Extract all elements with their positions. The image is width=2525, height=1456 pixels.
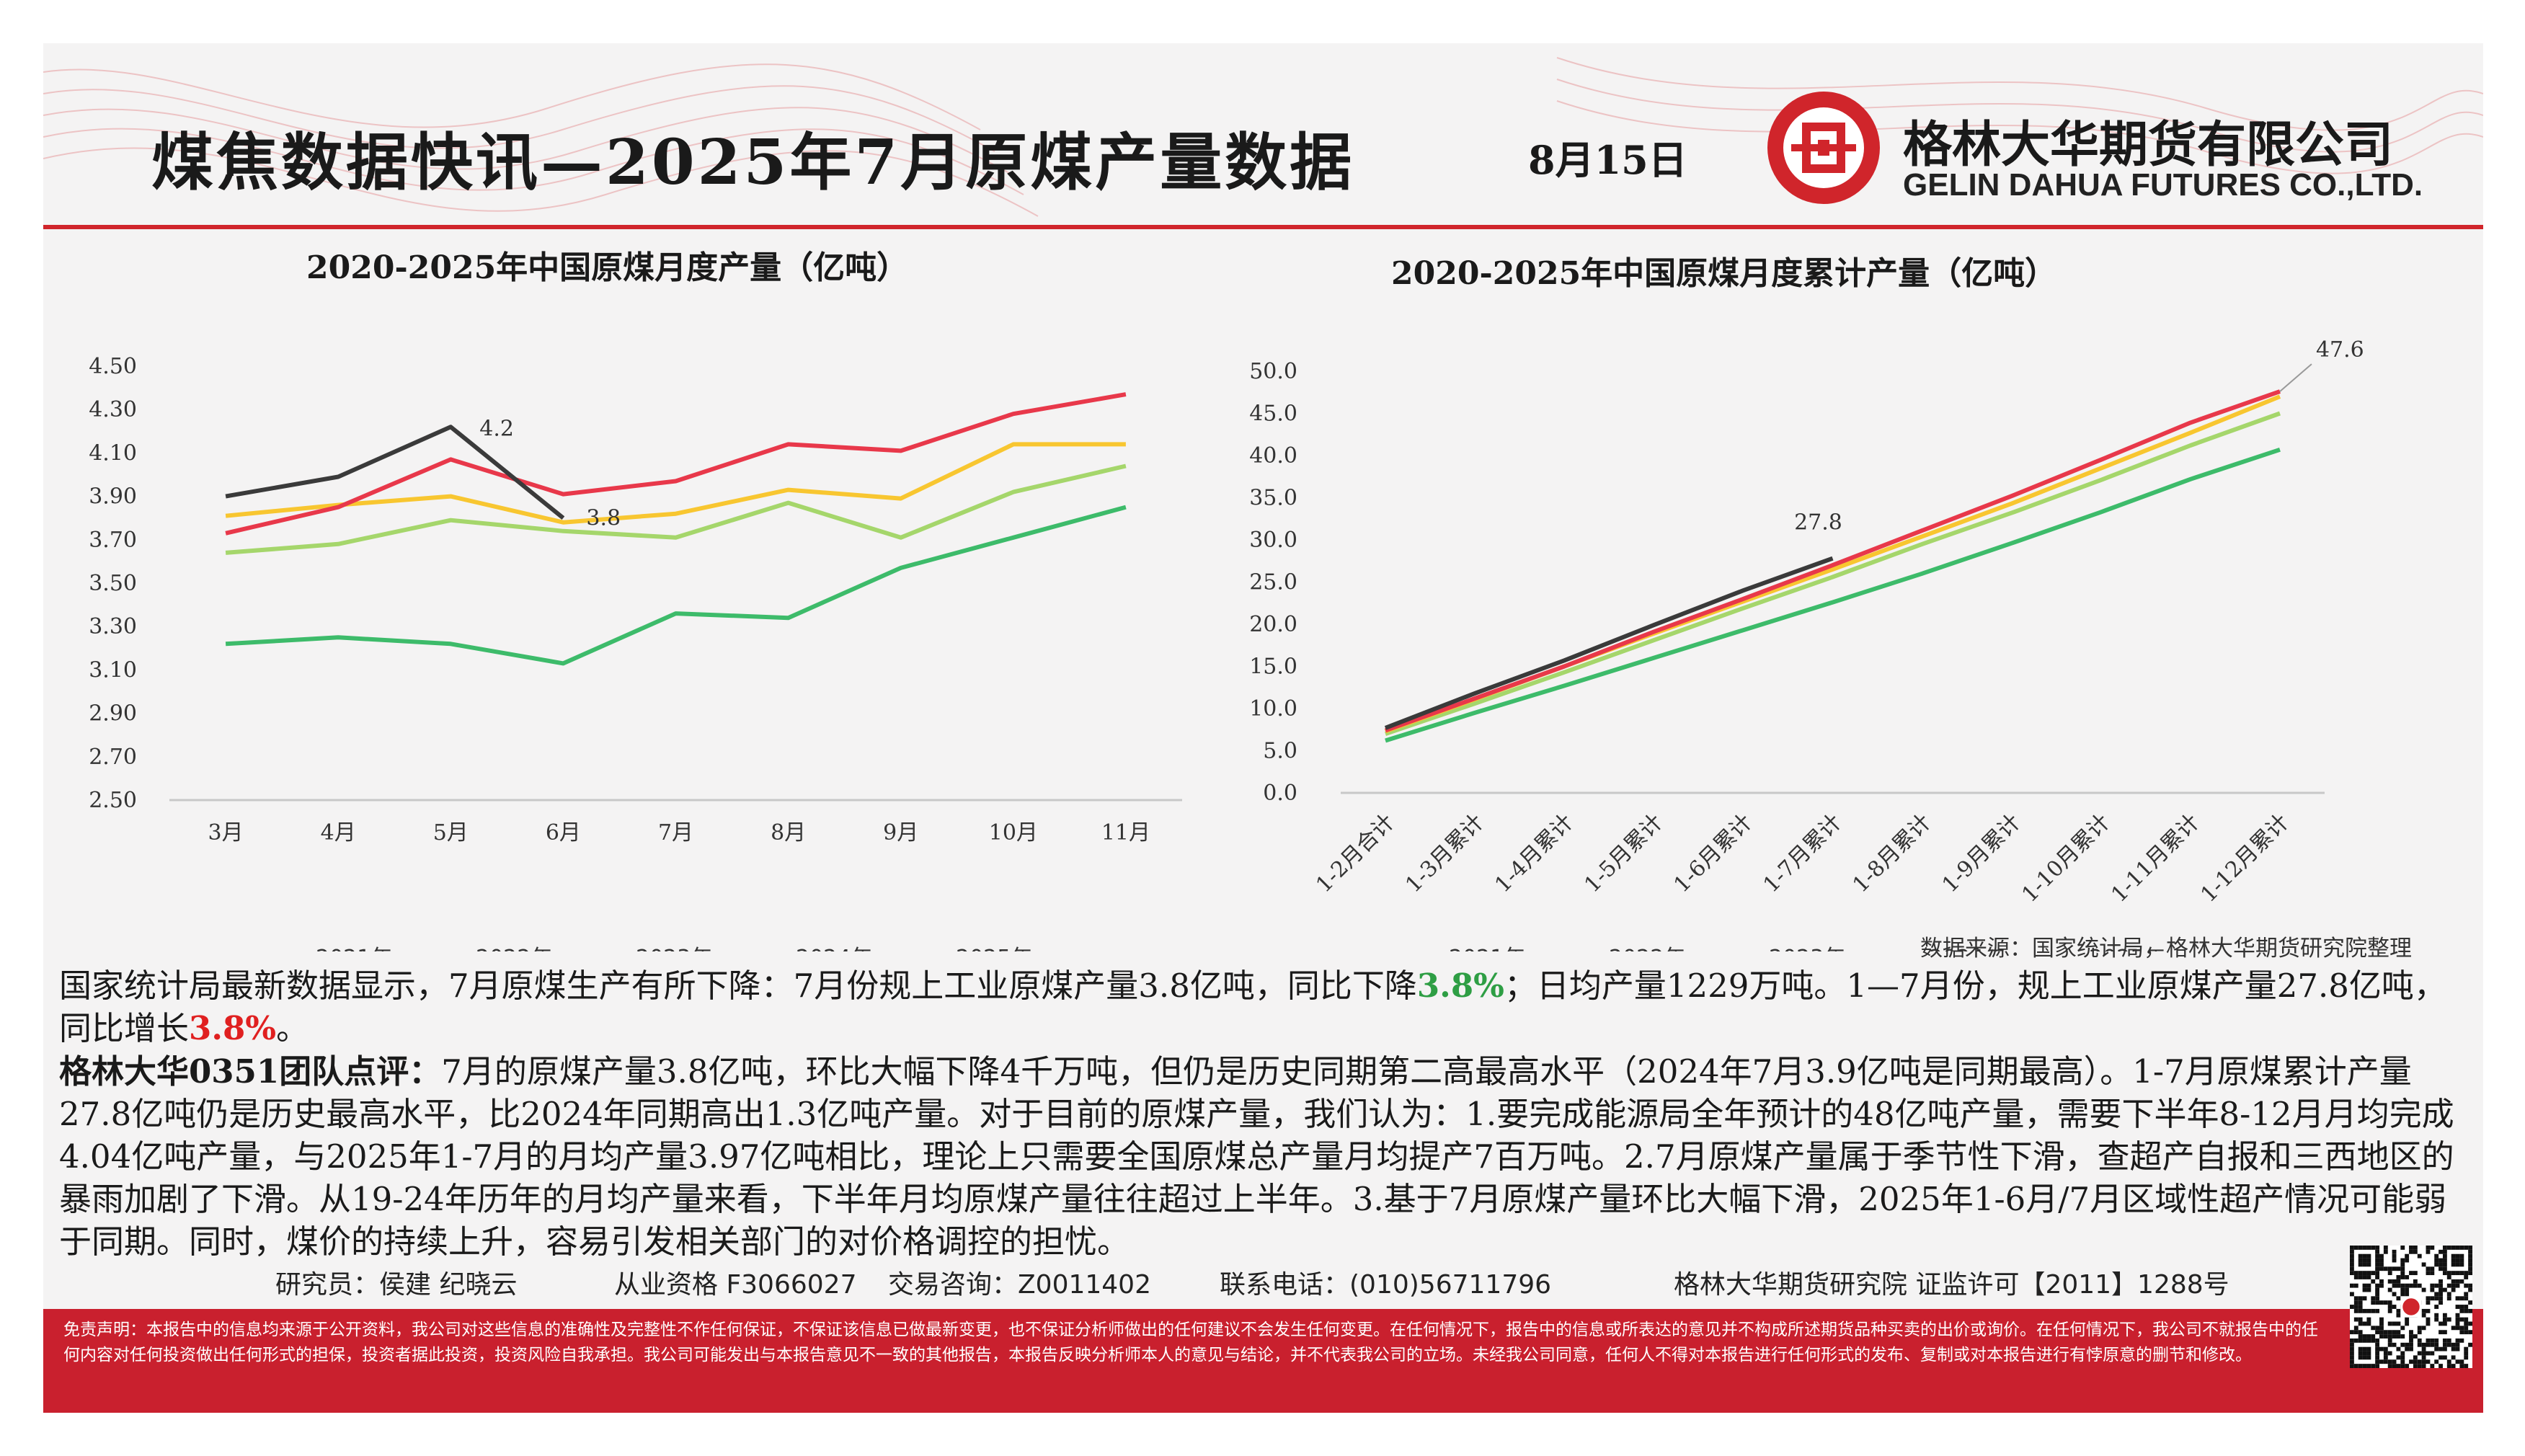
disclaimer-text: 免责声明：本报告中的信息均来源于公开资料，我公司对这些信息的准确性及完整性不作任…	[63, 1320, 2318, 1364]
x-tick-label: 1-11月累计	[2106, 809, 2204, 907]
y-tick-label: 5.0	[1263, 739, 1297, 764]
series-line	[225, 392, 1127, 536]
chart-1-title: 2020-2025年中国原煤月度产量（亿吨）	[306, 249, 909, 286]
y-tick-label: 2.70	[89, 745, 137, 770]
decorative-swirl-background	[43, 57, 2483, 217]
y-tick-label: 2.50	[89, 788, 137, 813]
summary-text-b: ；日均产量1229万吨。1—7月份，规上工业原煤产量27.8亿吨，同比增长	[59, 967, 2446, 1047]
x-tick-label: 1-3月累计	[1401, 809, 1489, 898]
y-tick-label: 10.0	[1249, 696, 1297, 722]
company-name-cn: 格林大华期货有限公司	[1903, 117, 2394, 174]
institute-info: 格林大华期货研究院 证监许可【2011】1288号	[1674, 1270, 2229, 1300]
x-tick-label: 1-4月累计	[1490, 809, 1579, 898]
y-tick-label: 40.0	[1249, 443, 1297, 469]
phone-info: 联系电话：(010)56711796	[1220, 1270, 1552, 1300]
data-label: 4.2	[479, 416, 514, 441]
researcher-info: 研究员：侯建 纪晓云	[275, 1270, 518, 1300]
legend-label: 2022年	[1609, 946, 1685, 951]
y-tick-label: 3.50	[89, 571, 137, 596]
chart-2-title: 2020-2025年中国原煤月度累计产量（亿吨）	[1391, 255, 2057, 292]
x-tick-label: 10月	[989, 820, 1038, 845]
series-line	[1385, 411, 2281, 736]
consult-info: 交易咨询：Z0011402	[888, 1270, 1151, 1300]
x-tick-label: 1-12月累计	[2196, 809, 2294, 907]
disclaimer-bar	[43, 1309, 2483, 1413]
series-line	[225, 463, 1127, 555]
company-name-en: GELIN DAHUA FUTURES CO.,LTD.	[1903, 167, 2423, 203]
y-tick-label: 3.90	[89, 484, 137, 510]
summary-paragraph: 国家统计局最新数据显示，7月原煤生产有所下降：7月份规上工业原煤产量3.8亿吨，…	[59, 964, 2467, 1049]
y-tick-label: 4.50	[89, 354, 137, 379]
x-tick-label: 5月	[433, 820, 469, 845]
x-tick-label: 11月	[1101, 820, 1150, 845]
y-tick-label: 45.0	[1249, 401, 1297, 427]
yoy-decline-value: 3.8%	[1416, 967, 1504, 1005]
legend-label: 2023年	[636, 946, 712, 951]
header-divider	[43, 225, 2483, 229]
monthly-output-chart: 4.50 4.30 4.10 3.90 3.70 3.50 3.30 3.10 2.90 2.70…	[89, 354, 1182, 951]
y-tick-label: 30.0	[1249, 528, 1297, 553]
y-tick-label: 4.30	[89, 397, 137, 422]
series-line	[225, 442, 1126, 525]
x-tick-label: 1-8月累计	[1848, 809, 1937, 898]
x-tick-label: 6月	[546, 820, 581, 845]
page-title: 煤焦数据快讯—2025年7月原煤产量数据	[151, 126, 1355, 199]
x-tick-label: 1-9月累计	[1938, 809, 2026, 898]
legend-label: 2024年	[1929, 946, 2005, 951]
data-label: 27.8	[1794, 510, 1842, 536]
legend-label: 2023年	[1769, 946, 1845, 951]
y-tick-label: 3.10	[89, 657, 137, 683]
data-label: 47.6	[2316, 337, 2364, 363]
x-tick-label: 1-2月合计	[1311, 809, 1400, 898]
x-tick-label: 1-5月累计	[1579, 809, 1668, 898]
legend-label: 2021年	[316, 946, 392, 951]
x-tick-label: 7月	[658, 820, 693, 845]
y-tick-label: 3.30	[89, 614, 137, 639]
legend-label: 2022年	[476, 946, 552, 951]
data-source: 数据来源：国家统计局，格林大华期货研究院整理	[1920, 936, 2412, 962]
series-line	[225, 425, 565, 520]
y-tick-label: 35.0	[1249, 486, 1297, 511]
x-tick-label: 1-7月累计	[1759, 809, 1847, 898]
x-tick-label: 4月	[321, 820, 356, 845]
series-line	[1384, 389, 2281, 733]
report-date: 8月15日	[1528, 137, 1687, 183]
x-tick-label: 8月	[771, 820, 806, 845]
x-tick-label: 9月	[883, 820, 918, 845]
annotation-leader	[2279, 363, 2312, 392]
summary-text-c: 。	[276, 1009, 309, 1047]
legend-label: 2021年	[1449, 946, 1525, 951]
y-tick-label: 15.0	[1249, 654, 1297, 680]
yoy-growth-value: 3.8%	[189, 1009, 277, 1047]
y-tick-label: 2.90	[89, 701, 137, 727]
y-tick-label: 50.0	[1249, 359, 1297, 384]
series-line	[1385, 447, 2281, 743]
report-page: 煤焦数据快讯—2025年7月原煤产量数据 8月15日 格林大华期货有限公司 GE…	[43, 43, 2483, 1413]
x-tick-label: 1-10月累计	[2017, 809, 2115, 907]
series-line	[1384, 556, 1834, 730]
y-tick-label: 25.0	[1249, 570, 1297, 595]
summary-text-a: 国家统计局最新数据显示，7月原煤生产有所下降：7月份规上工业原煤产量3.8亿吨，…	[59, 967, 1417, 1005]
y-tick-label: 3.70	[89, 528, 137, 553]
qr-code-icon	[2350, 1246, 2472, 1368]
y-tick-label: 20.0	[1249, 612, 1297, 637]
series-line	[225, 505, 1127, 666]
x-tick-label: 1-6月累计	[1669, 809, 1758, 898]
commentary-text: 7月的原煤产量3.8亿吨，环比大幅下降4千万吨，但仍是历史同期第二高最高水平（2…	[59, 1052, 2454, 1261]
x-tick-label: 3月	[208, 820, 244, 845]
y-tick-label: 0.0	[1263, 781, 1297, 806]
y-tick-label: 4.10	[89, 440, 137, 466]
legend-label: 2025年	[2089, 946, 2165, 951]
license-info: 从业资格 F3066027	[614, 1270, 857, 1300]
commentary-paragraph: 格林大华0351团队点评：7月的原煤产量3.8亿吨，环比大幅下降4千万吨，但仍是…	[59, 1050, 2467, 1263]
cumulative-output-chart: 50.0 45.0 40.0 35.0 30.0 25.0 20.0 15.0 10.0 5.0 0…	[1249, 337, 2364, 951]
legend-label: 2025年	[956, 946, 1032, 951]
legend-label: 2024年	[796, 946, 872, 951]
commentary-label: 格林大华0351团队点评：	[59, 1052, 442, 1091]
data-label: 3.8	[586, 506, 621, 531]
gelin-dahua-logo-icon	[1767, 92, 1880, 204]
